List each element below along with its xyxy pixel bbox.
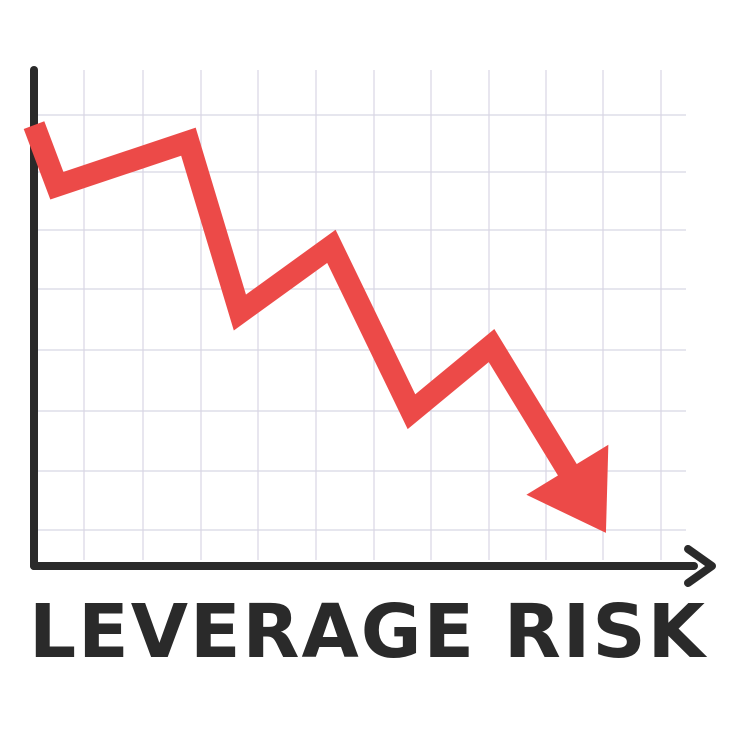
series-point-1-4: [239, 312, 240, 313]
series-point-1-1: [34, 125, 35, 126]
series-point-1-3: [188, 141, 189, 142]
x-axis-arrowhead: [684, 545, 716, 587]
series-line-1: [23, 121, 581, 483]
series-point-1-2: [56, 185, 57, 186]
series-point-1-6: [411, 411, 412, 412]
chart-title: LEVERAGE RISK: [29, 589, 708, 675]
series-point-1-5: [331, 246, 332, 247]
series-point-1-7: [491, 345, 492, 346]
series-arrowhead-1: [526, 444, 609, 533]
series-layer: [23, 121, 609, 533]
